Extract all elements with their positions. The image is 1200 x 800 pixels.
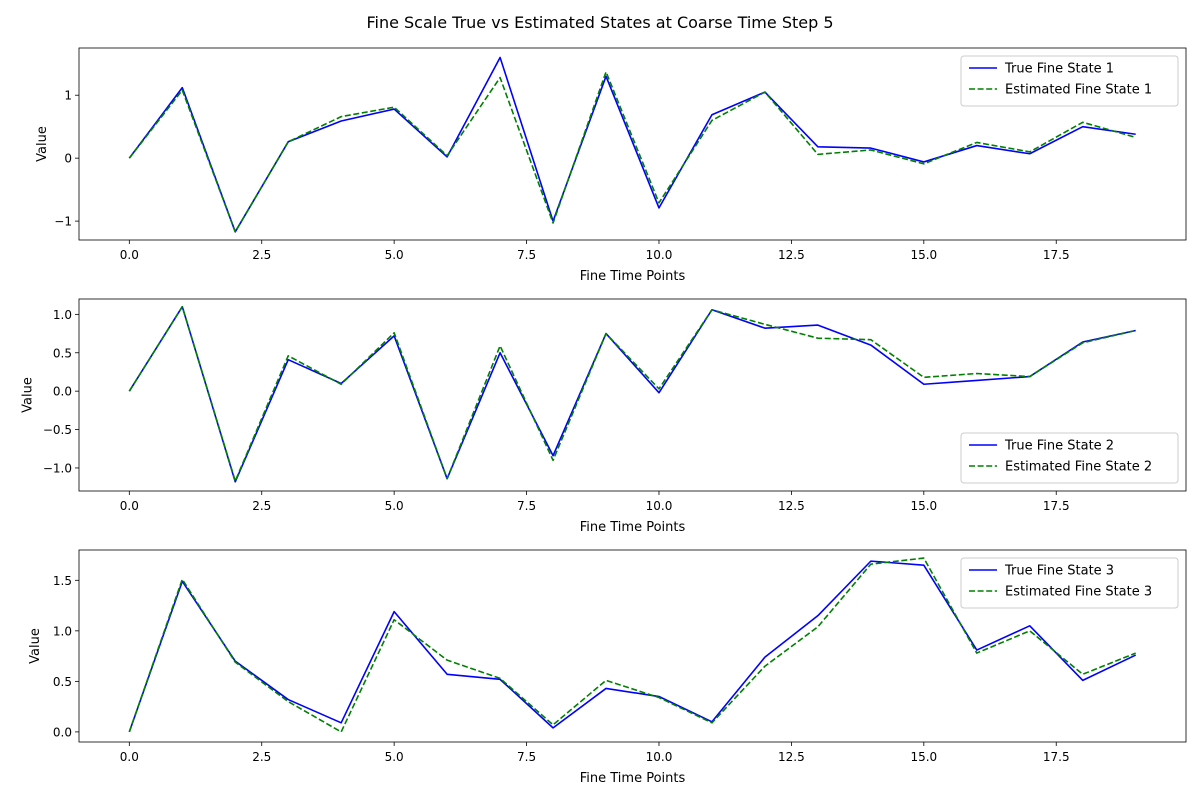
x-tick-label: 2.5 <box>252 750 271 764</box>
true-series-1-line <box>128 56 1136 233</box>
x-axis-label: Fine Time Points <box>580 269 686 284</box>
x-tick-label: 15.0 <box>910 499 937 513</box>
x-tick-label: 15.0 <box>910 248 937 262</box>
figure-title: Fine Scale True vs Estimated States at C… <box>366 13 834 32</box>
y-tick-label: 1.5 <box>53 574 72 588</box>
legend-label: True Fine State 1 <box>1004 62 1114 77</box>
x-tick-label: 12.5 <box>778 248 805 262</box>
legend-label: Estimated Fine State 1 <box>1005 83 1152 98</box>
x-tick-label: 2.5 <box>252 248 271 262</box>
estimated-series-1-line <box>128 71 1136 233</box>
x-tick-label: 5.0 <box>385 248 404 262</box>
y-tick-label: 1.0 <box>53 308 72 322</box>
x-tick-label: 7.5 <box>517 750 536 764</box>
y-tick-label: 0.5 <box>53 675 72 689</box>
y-tick-label: 0 <box>64 152 72 166</box>
y-tick-label: 1.0 <box>53 624 72 638</box>
x-tick-label: 17.5 <box>1043 248 1070 262</box>
legend: True Fine State 2 Estimated Fine State 2 <box>960 432 1179 484</box>
x-tick-label: 0.0 <box>120 750 139 764</box>
x-tick-label: 5.0 <box>385 499 404 513</box>
legend-box <box>960 557 1179 609</box>
x-tick-label: 17.5 <box>1043 499 1070 513</box>
y-axis-label: Value <box>20 377 35 413</box>
axes-frame <box>78 298 1187 492</box>
x-tick-label: 7.5 <box>517 499 536 513</box>
x-tick-label: 10.0 <box>646 750 673 764</box>
y-tick-label: 1 <box>64 89 72 103</box>
legend-label: Estimated Fine State 2 <box>1005 460 1152 475</box>
y-tick-label: −1.0 <box>43 461 72 475</box>
legend-box <box>960 55 1179 107</box>
axes-frame <box>78 47 1187 241</box>
y-tick-label: 0.5 <box>53 346 72 360</box>
legend-label: True Fine State 3 <box>1004 564 1114 579</box>
x-tick-label: 0.0 <box>120 248 139 262</box>
x-tick-label: 15.0 <box>910 750 937 764</box>
x-tick-label: 7.5 <box>517 248 536 262</box>
true-series-2-line <box>128 305 1136 483</box>
subplot-3: 0.0 2.5 5.0 7.5 10.0 12.5 15.0 17.5 0.0 0.5 1.0 1.5… <box>28 549 1187 786</box>
x-tick-label: 5.0 <box>385 750 404 764</box>
subplot-2: 0.0 2.5 5.0 7.5 10.0 12.5 15.0 17.5 −1.0 −0.5 0.0 0… <box>20 298 1187 535</box>
estimated-series-2-line <box>128 305 1136 482</box>
x-tick-label: 10.0 <box>646 248 673 262</box>
legend-label: True Fine State 2 <box>1004 439 1114 454</box>
x-tick-label: 10.0 <box>646 499 673 513</box>
x-axis-label: Fine Time Points <box>580 520 686 535</box>
x-axis-label: Fine Time Points <box>580 771 686 786</box>
y-tick-label: −1 <box>54 215 72 229</box>
y-axis-label: Value <box>35 126 50 162</box>
legend: True Fine State 3 Estimated Fine State 3 <box>960 557 1179 609</box>
x-tick-label: 12.5 <box>778 499 805 513</box>
x-tick-label: 0.0 <box>120 499 139 513</box>
legend: True Fine State 1 Estimated Fine State 1 <box>960 55 1179 107</box>
subplot-1: 0.0 2.5 5.0 7.5 10.0 12.5 15.0 17.5 −1 0 1 Fine Tim… <box>35 47 1187 284</box>
y-tick-label: 0.0 <box>53 385 72 399</box>
estimated-series-3-line <box>128 557 1136 733</box>
y-axis-label: Value <box>28 628 43 664</box>
x-tick-label: 2.5 <box>252 499 271 513</box>
x-tick-label: 17.5 <box>1043 750 1070 764</box>
y-tick-label: 0.0 <box>53 725 72 739</box>
axes-frame <box>78 549 1187 743</box>
x-tick-label: 12.5 <box>778 750 805 764</box>
legend-label: Estimated Fine State 3 <box>1005 585 1152 600</box>
y-tick-label: −0.5 <box>43 423 72 437</box>
legend-box <box>960 432 1179 484</box>
